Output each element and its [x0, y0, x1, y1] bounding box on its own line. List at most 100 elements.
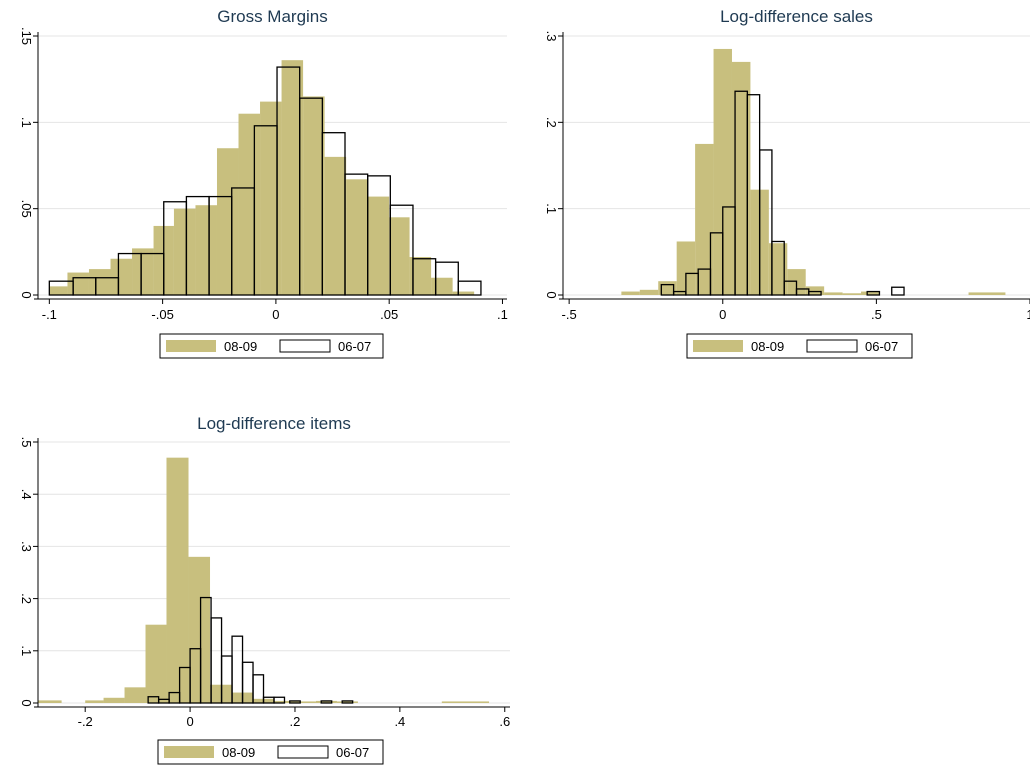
- legend-swatch-0: [693, 340, 743, 352]
- bar-series-0-bin-12: [842, 293, 862, 295]
- bar-series-0-bin-10: [260, 101, 282, 295]
- y-tick-label-2: .1: [19, 117, 34, 128]
- bar-series-0-bin-9: [238, 113, 261, 295]
- legend-swatch-1: [279, 339, 331, 353]
- bar-series-0-bin-16: [389, 217, 410, 295]
- bar-series-0-bin-14: [968, 292, 1006, 295]
- x-tick-label-1: 0: [186, 714, 193, 729]
- bar-series-0-bin-5: [166, 457, 189, 703]
- legend-swatch-0: [166, 340, 216, 352]
- x-tick-label-1: -.05: [151, 307, 173, 322]
- bar-series-0-bin-19: [452, 291, 475, 295]
- bar-series-0-bin-0: [621, 291, 640, 295]
- bar-series-0-bin-6: [173, 208, 196, 295]
- bar-series-0-bin-2: [103, 697, 125, 703]
- y-tick-label-5: .5: [19, 437, 34, 448]
- bar-series-1-bin-8: [758, 149, 773, 296]
- y-tick-label-3: .15: [19, 27, 34, 45]
- bar-series-1-bin-9: [771, 240, 785, 296]
- legend-label-1: 06-07: [865, 339, 898, 354]
- bar-series-0-bin-17: [409, 257, 432, 295]
- bar-series-0-bin-15: [367, 196, 390, 295]
- bar-series-0-bin-11: [824, 292, 843, 295]
- y-tick-label-2: .2: [19, 593, 34, 604]
- x-tick-label-0: -.1: [42, 307, 57, 322]
- x-tick-label-2: .5: [871, 307, 882, 322]
- x-tick-label-0: -.2: [78, 714, 93, 729]
- bar-series-0-bin-12: [315, 700, 337, 703]
- x-tick-label-3: .4: [394, 714, 405, 729]
- bar-series-1-bin-15: [341, 700, 354, 704]
- bar-series-1-bin-12: [273, 696, 286, 704]
- bar-series-0-bin-8: [216, 148, 239, 295]
- chart-gross-margins: -.1 -.05 0 .05 .1 0 .05 .1 .15 Gross Margins 08-09…: [19, 7, 508, 359]
- bar-series-0-bin-3: [124, 687, 146, 703]
- bar-series-0-bin-11: [281, 60, 304, 295]
- bar-series-0-bin-1: [639, 289, 659, 295]
- bar-series-1-bin-15: [389, 204, 414, 296]
- bar-series-0-bin-3: [110, 258, 133, 295]
- bar-series-1-bin-13: [866, 290, 881, 296]
- bar-series-0-bin-6: [188, 556, 211, 703]
- bar-series-0-bin-7: [195, 205, 217, 295]
- bar-series-0-bin-10: [805, 286, 825, 295]
- y-tick-label-3: .3: [544, 31, 559, 42]
- chart-log-difference-items: -.2 0 .2 .4 .6 0 .1 .2 .3 .4 .5 Log-difference item…: [19, 414, 510, 765]
- bar-series-0-bin-12: [303, 96, 325, 295]
- y-tick-label-1: .1: [19, 645, 34, 656]
- legend-label-0: 08-09: [224, 339, 257, 354]
- y-tick-label-1: .05: [19, 200, 34, 218]
- chart-title: Log-difference items: [197, 414, 351, 433]
- bar-series-0-bin-4: [695, 143, 714, 295]
- bar-series-0-bin-14: [441, 701, 490, 703]
- x-tick-label-4: .1: [497, 307, 508, 322]
- y-tick-label-1: .1: [544, 203, 559, 214]
- y-tick-label-0: 0: [19, 291, 34, 298]
- legend-swatch-1: [277, 745, 329, 759]
- x-tick-label-3: .05: [380, 307, 398, 322]
- bar-series-0-bin-4: [132, 248, 154, 295]
- bar-series-0-bin-8: [768, 243, 788, 295]
- bar-series-0-bin-13: [336, 701, 358, 703]
- bar-series-1-bin-13: [289, 700, 301, 704]
- bar-series-0-bin-18: [431, 277, 453, 295]
- bar-series-0-bin-14: [346, 179, 368, 295]
- bar-series-1-bin-14: [891, 286, 905, 296]
- y-tick-label-0: 0: [544, 291, 559, 298]
- bar-series-1-bin-10: [783, 280, 798, 296]
- bar-series-0-bin-4: [145, 624, 167, 703]
- legend-label-0: 08-09: [751, 339, 784, 354]
- y-tick-label-3: .3: [19, 541, 34, 552]
- bar-series-0-bin-3: [676, 241, 696, 295]
- chart-log-difference-sales: -.5 0 .5 1 0 .1 .2 .3 Log-difference sales 08-09 0…: [544, 7, 1030, 359]
- x-tick-label-2: .2: [290, 714, 301, 729]
- legend-swatch-1: [806, 339, 858, 353]
- bar-series-0-bin-1: [85, 700, 104, 703]
- y-tick-label-0: 0: [19, 699, 34, 706]
- bar-series-0-bin-1: [67, 272, 89, 295]
- bar-series-1-bin-17: [434, 261, 459, 296]
- bar-series-0-bin-6: [731, 61, 751, 296]
- bar-series-1-bin-14: [320, 700, 333, 704]
- bar-series-0-bin-11: [294, 701, 316, 703]
- bar-series-0-bin-2: [88, 269, 111, 295]
- bar-series-1-bin-18: [457, 280, 482, 296]
- bar-series-1-bin-0: [660, 283, 675, 296]
- bar-series-1-bin-10: [252, 674, 265, 704]
- bar-series-1-bin-12: [808, 290, 822, 296]
- x-tick-label-4: .6: [499, 714, 510, 729]
- x-tick-label-0: -.5: [562, 307, 577, 322]
- legend-label-0: 08-09: [222, 745, 255, 760]
- bar-series-0-bin-0: [38, 700, 62, 703]
- x-tick-label-2: 0: [272, 307, 279, 322]
- bar-series-0-bin-13: [861, 291, 880, 295]
- chart-title: Gross Margins: [217, 7, 328, 26]
- x-tick-label-1: 0: [719, 307, 726, 322]
- chart-title: Log-difference sales: [720, 7, 873, 26]
- x-tick-label-3: 1: [1026, 307, 1030, 322]
- y-tick-label-2: .2: [544, 117, 559, 128]
- legend-swatch-0: [164, 746, 214, 758]
- legend-label-1: 06-07: [338, 339, 371, 354]
- bar-series-0-bin-13: [324, 156, 347, 295]
